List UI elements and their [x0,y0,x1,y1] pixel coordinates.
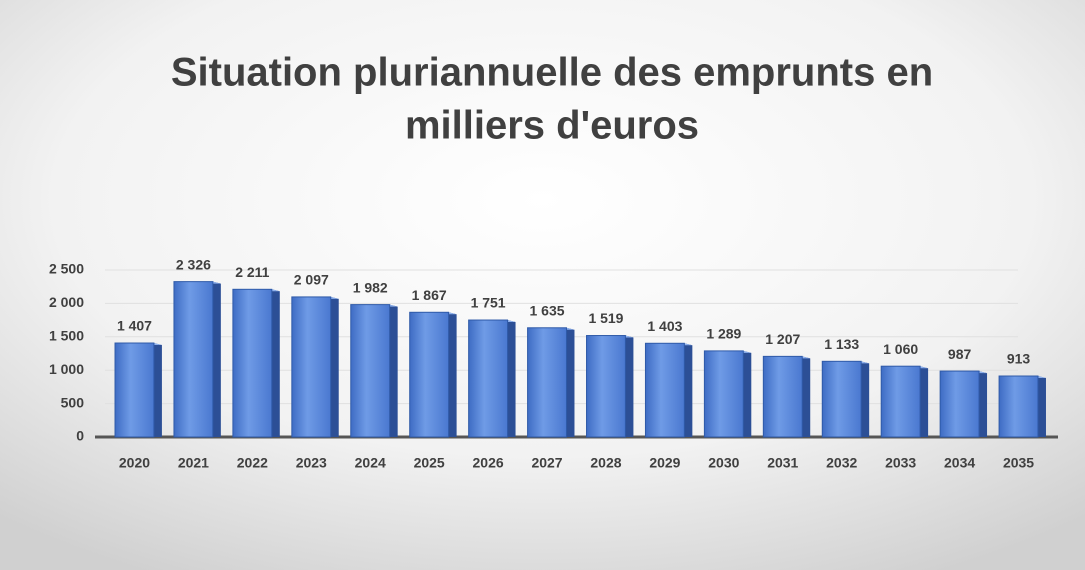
x-tick-label: 2028 [590,455,621,471]
value-label: 913 [1007,351,1031,367]
bar-side [566,327,575,437]
x-tick-label: 2030 [708,455,739,471]
value-label: 1 289 [706,326,741,342]
bar-side [271,289,280,437]
bar [998,375,1039,438]
bar [939,370,980,438]
bar-side [448,312,457,437]
value-label: 1 407 [117,318,152,334]
bar-side [920,366,929,437]
bar [703,350,744,438]
bar-side [153,343,162,437]
y-tick-label: 2 500 [49,261,84,277]
value-label: 2 211 [235,264,269,280]
x-tick-label: 2031 [767,455,798,471]
bar [114,342,155,438]
x-tick-label: 2029 [649,455,680,471]
bar [232,288,273,438]
bar-side [684,343,693,437]
value-label: 1 519 [588,310,623,326]
bar-side [507,320,516,437]
value-label: 1 403 [647,318,682,334]
y-tick-label: 2 000 [49,294,84,310]
x-tick-label: 2035 [1003,455,1034,471]
x-tick-label: 2033 [885,455,916,471]
bar [173,281,214,438]
bar-side [802,356,811,437]
x-tick-label: 2025 [414,455,445,471]
value-label: 1 133 [824,336,859,352]
value-label: 987 [948,346,972,362]
bar [468,319,509,438]
bar-side [389,304,398,437]
x-tick-label: 2027 [531,455,562,471]
bar-side [625,335,634,437]
value-label: 1 867 [412,287,447,303]
value-label: 2 097 [294,272,329,288]
bar-side [743,350,752,437]
x-tick-label: 2034 [944,455,975,471]
x-tick-label: 2032 [826,455,857,471]
value-label: 1 751 [471,295,506,311]
bar [350,304,391,438]
bar [644,342,685,438]
y-tick-label: 1 500 [49,328,84,344]
value-label: 1 982 [353,279,388,295]
x-tick-label: 2024 [355,455,386,471]
bar [291,296,332,438]
x-tick-label: 2020 [119,455,150,471]
value-label: 1 207 [765,331,800,347]
x-tick-label: 2022 [237,455,268,471]
y-tick-label: 500 [61,394,85,410]
x-tick-label: 2026 [473,455,504,471]
x-tick-label: 2023 [296,455,327,471]
bar-side [979,371,988,437]
bar [409,311,450,438]
bar [527,327,567,438]
bar [762,355,803,438]
bar-side [1037,376,1046,437]
bar-side [330,296,339,437]
bar [586,335,626,438]
value-label: 1 060 [883,341,918,357]
y-tick-label: 1 000 [49,361,84,377]
bar [821,360,862,438]
y-tick-label: 0 [76,428,84,444]
bar [880,365,921,438]
bar-side [212,281,221,437]
bar-side [861,361,870,437]
value-label: 1 635 [530,302,565,318]
chart-title: milliers d'euros [405,104,699,148]
x-tick-label: 2021 [178,455,209,471]
value-label: 2 326 [176,256,211,272]
chart-title: Situation pluriannuelle des emprunts en [171,51,933,95]
